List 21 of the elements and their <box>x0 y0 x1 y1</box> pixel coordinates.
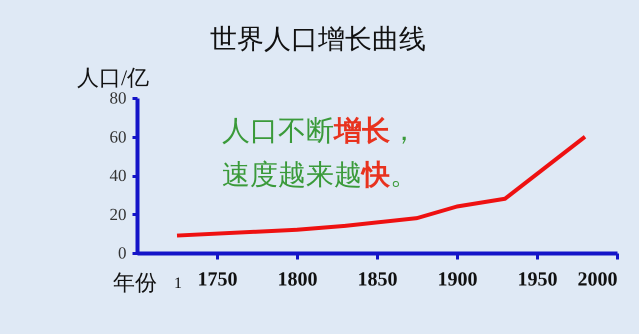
x-tick-label: 1850 <box>358 268 398 290</box>
annotation: 人口不断 <box>222 114 334 147</box>
x-tick-label: 2000 <box>578 268 618 290</box>
x-tick-label: 1950 <box>518 268 558 290</box>
y-tick-label: 20 <box>110 204 126 224</box>
y-tick-label: 60 <box>110 127 126 146</box>
y-tick-label: 40 <box>110 166 126 185</box>
x-tick-label: 1900 <box>438 268 478 290</box>
x-tick-label: 1800 <box>278 268 318 290</box>
annotation: 增长 <box>332 114 390 147</box>
annotation: 快 <box>360 158 391 191</box>
chart-title: 世界人口增长曲线 <box>210 24 426 54</box>
y-tick-label: 80 <box>110 88 126 108</box>
y-tick-label: 0 <box>118 244 126 262</box>
annotation: 速度越来越 <box>222 158 362 191</box>
x-axis-title: 年份 <box>113 270 157 295</box>
x-tick-label: 1750 <box>198 268 238 290</box>
text: 1 <box>174 275 182 292</box>
y-axis-title: 人口/亿 <box>76 65 150 90</box>
annotation: ， <box>390 114 418 147</box>
annotation: 。 <box>390 158 418 191</box>
